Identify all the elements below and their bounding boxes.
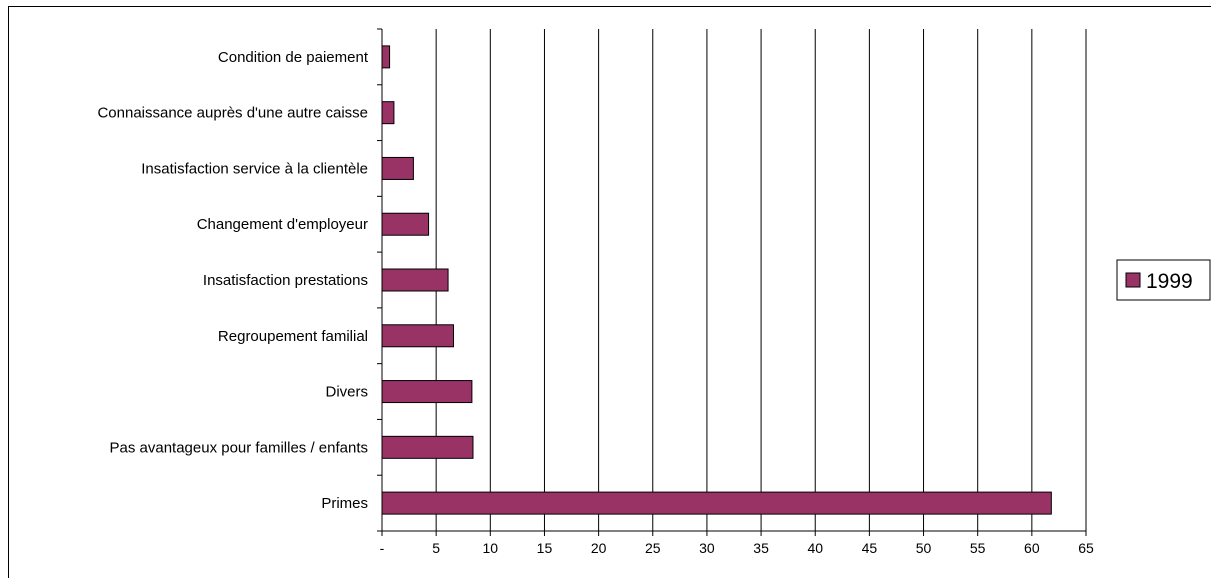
x-tick-label: 15	[537, 540, 553, 556]
bar	[381, 491, 1052, 515]
category-label: Connaissance auprès d'une autre caisse	[97, 105, 368, 122]
bar	[381, 212, 430, 236]
x-tick-label: 50	[916, 540, 932, 556]
bar	[381, 156, 414, 180]
bar	[381, 324, 454, 348]
legend-label-1999: 1999	[1146, 270, 1193, 293]
category-label: Insatisfaction service à la clientèle	[141, 160, 368, 177]
x-tick-label: -	[380, 540, 385, 556]
x-tick-label: 20	[591, 540, 607, 556]
x-tick-label: 30	[699, 540, 715, 556]
legend: 1999	[1116, 259, 1211, 301]
x-tick-label: 55	[970, 540, 986, 556]
category-label: Primes	[321, 495, 368, 512]
category-label: Regroupement familial	[218, 328, 368, 345]
bars	[381, 45, 1052, 515]
x-tick-label: 25	[645, 540, 661, 556]
bar	[381, 268, 449, 292]
bar	[381, 45, 391, 69]
category-label: Condition de paiement	[218, 49, 369, 66]
axes	[377, 28, 1087, 536]
x-tick-label: 40	[807, 540, 823, 556]
bar	[381, 101, 395, 125]
bar	[381, 380, 473, 404]
category-label: Divers	[325, 384, 368, 401]
x-tick-label: 45	[862, 540, 878, 556]
category-label: Changement d'employeur	[197, 216, 368, 233]
x-tick-label: 5	[432, 540, 440, 556]
gridlines	[435, 29, 1087, 531]
chart-frame	[8, 6, 1211, 578]
bar	[381, 435, 474, 459]
x-tick-label: 65	[1078, 540, 1094, 556]
legend-swatch-1999	[1125, 272, 1141, 288]
category-label: Insatisfaction prestations	[203, 272, 368, 289]
category-labels: Primes Pas avantageux pour familles / enf…	[97, 49, 368, 512]
x-tick-labels: - 5 10 15 20 25 30 35 40 45 50 55 60 65	[380, 540, 1094, 556]
category-label: Pas avantageux pour familles / enfants	[110, 439, 369, 456]
x-tick-label: 60	[1024, 540, 1040, 556]
x-tick-label: 35	[753, 540, 769, 556]
x-tick-label: 10	[483, 540, 499, 556]
